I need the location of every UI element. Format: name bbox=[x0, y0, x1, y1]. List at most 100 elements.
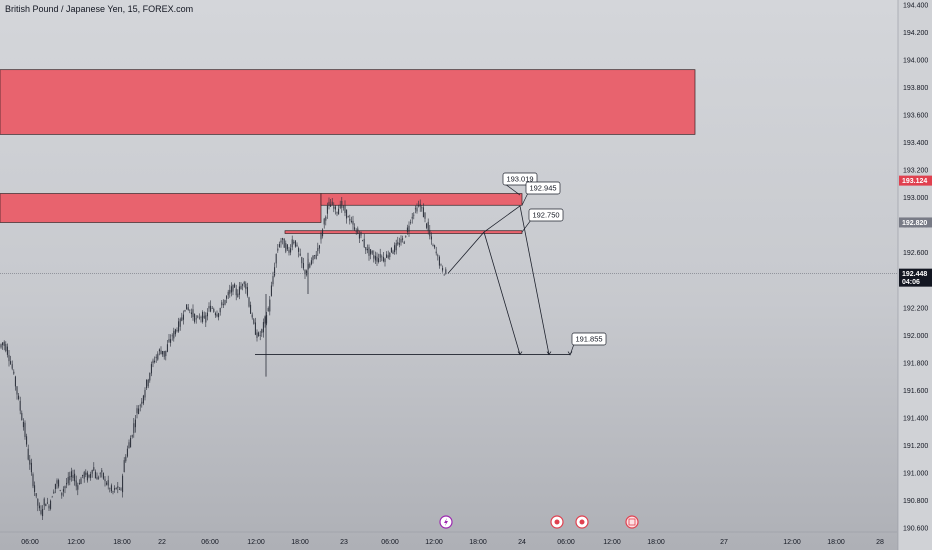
candle-body bbox=[146, 379, 148, 389]
candle-body bbox=[386, 254, 388, 258]
candle-body bbox=[414, 208, 416, 210]
candle-body bbox=[59, 490, 61, 491]
candle-body bbox=[136, 408, 138, 414]
callout-leader bbox=[569, 343, 575, 356]
candle-body bbox=[242, 284, 244, 286]
candle-body bbox=[125, 456, 127, 462]
calendar-icon[interactable] bbox=[625, 515, 639, 529]
candle-body bbox=[90, 473, 92, 478]
candle-body bbox=[224, 299, 226, 305]
price-tag[interactable] bbox=[899, 268, 932, 287]
candle-body bbox=[227, 291, 229, 296]
price-tick-label: 192.000 bbox=[903, 333, 928, 340]
candle-body bbox=[88, 474, 90, 478]
candle-body bbox=[274, 267, 276, 276]
candle-body bbox=[323, 218, 325, 225]
candle-body bbox=[179, 318, 181, 327]
candle-body bbox=[432, 244, 434, 246]
projection-path[interactable] bbox=[447, 231, 521, 355]
candle-body bbox=[246, 287, 248, 296]
candle-body bbox=[322, 229, 324, 237]
candle-body bbox=[304, 269, 306, 275]
price-callout[interactable] bbox=[571, 332, 607, 346]
candle-body bbox=[176, 330, 178, 332]
time-tick-label: 28 bbox=[876, 539, 884, 546]
candle-body bbox=[429, 230, 431, 237]
candle-body bbox=[80, 478, 82, 485]
candle-body bbox=[434, 245, 436, 248]
candle-body bbox=[387, 255, 389, 258]
candle-body bbox=[258, 332, 260, 336]
price-tick-label: 191.800 bbox=[903, 360, 928, 367]
candle-body bbox=[326, 205, 328, 214]
candle-body bbox=[186, 304, 188, 310]
candle-body bbox=[366, 248, 368, 251]
supply-zone bbox=[320, 193, 523, 206]
candle-body bbox=[341, 200, 343, 208]
candle-body bbox=[72, 475, 74, 478]
candle-body bbox=[211, 308, 213, 309]
chart-title: British Pound / Japanese Yen, 15, FOREX.… bbox=[5, 4, 194, 14]
candle-body bbox=[104, 479, 106, 482]
price-tick-label: 191.400 bbox=[903, 415, 928, 422]
price-tick-label: 191.200 bbox=[903, 443, 928, 450]
candle-body bbox=[285, 243, 287, 252]
candle-body bbox=[112, 491, 114, 493]
candle-body bbox=[2, 342, 4, 346]
candle-body bbox=[406, 227, 408, 232]
callout-leader bbox=[504, 183, 521, 196]
candle-body bbox=[232, 284, 234, 292]
time-tick-label: 22 bbox=[158, 539, 166, 546]
candle-body bbox=[253, 319, 255, 324]
candle-body bbox=[66, 482, 68, 485]
candle-body bbox=[160, 350, 162, 355]
price-tick-label: 193.600 bbox=[903, 113, 928, 120]
candle-body bbox=[43, 498, 45, 506]
candle-body bbox=[56, 480, 58, 484]
candle-body bbox=[269, 299, 271, 312]
candle-body bbox=[254, 322, 256, 335]
candle-body bbox=[422, 207, 424, 218]
price-tick-label: 193.000 bbox=[903, 195, 928, 202]
time-tick-label: 18:00 bbox=[291, 539, 309, 546]
time-tick-label: 06:00 bbox=[201, 539, 219, 546]
candle-body bbox=[365, 247, 367, 251]
calendar-glyph bbox=[628, 518, 636, 526]
candle-body bbox=[157, 353, 159, 360]
candle-body bbox=[333, 206, 335, 209]
candle-body bbox=[174, 329, 176, 335]
candle-body bbox=[22, 421, 24, 428]
price-tick-label: 194.400 bbox=[903, 3, 928, 10]
candle-body bbox=[216, 314, 218, 317]
target-dot bbox=[554, 519, 560, 525]
price-tag-label: 192.448 bbox=[902, 271, 927, 278]
supply-zone bbox=[0, 193, 322, 223]
candle-body bbox=[106, 482, 108, 485]
price-tag[interactable] bbox=[899, 217, 932, 228]
candle-body bbox=[370, 249, 372, 255]
candle-body bbox=[200, 317, 202, 318]
price-callout[interactable] bbox=[525, 181, 561, 195]
time-tick-label: 06:00 bbox=[557, 539, 575, 546]
candle-body bbox=[330, 204, 332, 207]
price-tag[interactable] bbox=[899, 175, 932, 186]
candle-body bbox=[360, 231, 362, 236]
candle-body bbox=[374, 255, 376, 261]
candle-body bbox=[11, 364, 13, 369]
candle-body bbox=[416, 207, 418, 212]
candle-body bbox=[392, 251, 394, 254]
candle-body bbox=[45, 503, 47, 507]
candle-body bbox=[299, 253, 301, 256]
candle-body bbox=[296, 244, 298, 247]
price-callout[interactable] bbox=[528, 208, 564, 222]
projection-path[interactable] bbox=[483, 205, 550, 355]
candle-body bbox=[37, 498, 39, 506]
candle-body bbox=[410, 222, 412, 223]
candle-body bbox=[408, 225, 410, 232]
price-tick-label: 191.000 bbox=[903, 470, 928, 477]
candle-body bbox=[187, 307, 189, 311]
time-tick-label: 06:00 bbox=[381, 539, 399, 546]
candle-body bbox=[34, 485, 36, 492]
candle-body bbox=[376, 256, 378, 262]
